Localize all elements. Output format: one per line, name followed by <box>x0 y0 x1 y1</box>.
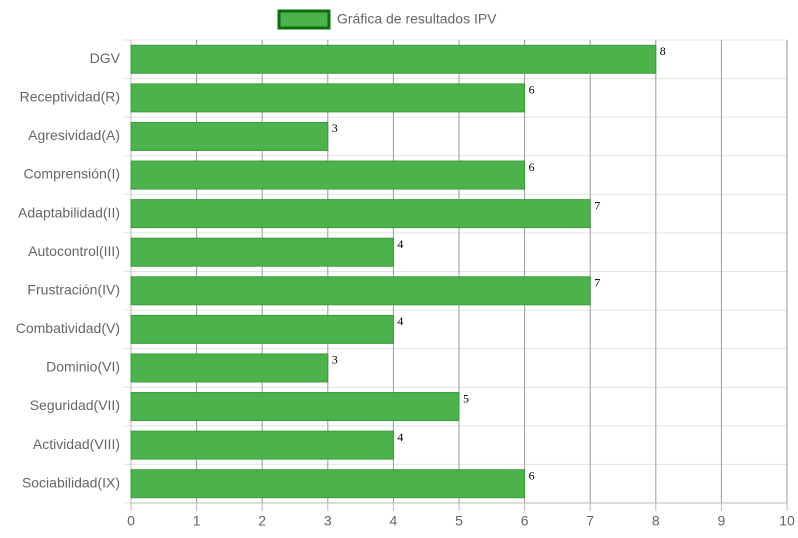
y-tick-label: Adaptabilidad(II) <box>18 204 120 220</box>
value-label: 7 <box>594 198 600 212</box>
x-tick-label: 6 <box>521 513 529 529</box>
y-tick-label: Comprensión(I) <box>24 166 120 182</box>
y-tick-label: Seguridad(VII) <box>30 397 120 413</box>
value-label: 8 <box>660 44 666 58</box>
bar <box>130 276 591 306</box>
value-label: 4 <box>397 314 403 328</box>
value-label: 5 <box>463 391 469 405</box>
y-tick-label: Dominio(VI) <box>46 359 120 375</box>
y-tick-label: Actividad(VIII) <box>33 436 120 452</box>
x-tick-label: 4 <box>390 513 398 529</box>
value-label: 7 <box>594 276 600 290</box>
value-label: 6 <box>529 83 535 97</box>
y-tick-label: Combatividad(V) <box>16 320 120 336</box>
legend-label: Gráfica de resultados IPV <box>337 11 497 27</box>
bar <box>130 314 394 344</box>
bar <box>130 430 394 460</box>
y-tick-label: Frustración(IV) <box>27 281 120 297</box>
bar <box>130 353 329 383</box>
x-tick-label: 2 <box>258 513 266 529</box>
value-label: 4 <box>397 430 403 444</box>
value-label: 4 <box>397 237 403 251</box>
bar <box>130 83 526 113</box>
bar <box>130 237 394 267</box>
x-tick-label: 1 <box>193 513 201 529</box>
legend-swatch <box>277 9 331 30</box>
y-tick-label: Sociabilidad(IX) <box>22 474 120 490</box>
x-tick-label: 5 <box>455 513 463 529</box>
bar <box>130 392 460 422</box>
x-tick-label: 3 <box>324 513 332 529</box>
bar <box>130 44 657 74</box>
bar <box>130 160 526 190</box>
x-tick-label: 7 <box>586 513 594 529</box>
value-label: 3 <box>332 353 338 367</box>
value-label: 6 <box>529 468 535 482</box>
y-tick-label: Receptividad(R) <box>20 89 120 105</box>
x-tick-label: 0 <box>127 513 135 529</box>
y-tick-label: DGV <box>90 50 121 66</box>
x-tick-label: 9 <box>718 513 726 529</box>
y-tick-label: Agresividad(A) <box>28 127 120 143</box>
x-tick-label: 8 <box>652 513 660 529</box>
value-label: 3 <box>332 121 338 135</box>
bar <box>130 469 526 499</box>
x-tick-label: 10 <box>779 513 795 529</box>
value-label: 6 <box>529 160 535 174</box>
bar <box>130 199 591 229</box>
bar <box>130 121 329 151</box>
y-tick-label: Autocontrol(III) <box>28 243 120 259</box>
